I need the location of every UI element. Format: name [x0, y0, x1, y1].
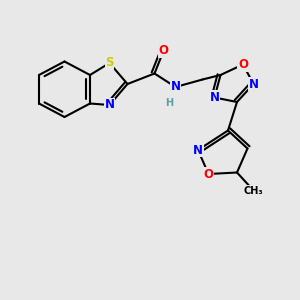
- Text: N: N: [193, 143, 203, 157]
- Text: H: H: [165, 98, 174, 109]
- Text: N: N: [209, 91, 220, 104]
- Text: O: O: [238, 58, 248, 71]
- Text: N: N: [170, 80, 181, 94]
- Text: CH₃: CH₃: [244, 185, 263, 196]
- Text: O: O: [158, 44, 169, 58]
- Text: N: N: [104, 98, 115, 112]
- Text: N: N: [248, 77, 259, 91]
- Text: O: O: [203, 167, 214, 181]
- Text: S: S: [105, 56, 114, 70]
